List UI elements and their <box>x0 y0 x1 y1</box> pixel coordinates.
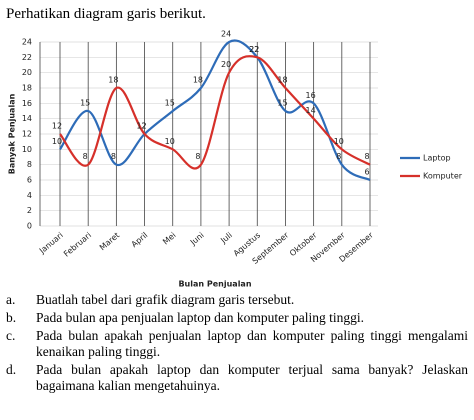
data-label: 15 <box>80 99 90 108</box>
y-tick-label: 20 <box>22 68 32 77</box>
legend-label: Laptop <box>423 154 451 163</box>
y-tick-label: 12 <box>22 130 32 139</box>
data-label: 6 <box>364 168 369 177</box>
y-tick-label: 2 <box>27 206 32 215</box>
y-tick-label: 6 <box>27 176 32 185</box>
question-label: a. <box>6 292 16 307</box>
y-tick-label: 8 <box>27 160 32 169</box>
data-label: 14 <box>306 106 316 115</box>
data-label: 15 <box>165 99 175 108</box>
data-label: 10 <box>334 137 344 146</box>
y-tick-label: 4 <box>27 191 32 200</box>
data-label: 15 <box>277 99 287 108</box>
data-label: 18 <box>277 76 287 85</box>
x-tick-label: Januari <box>37 231 65 256</box>
data-label: 16 <box>306 91 316 100</box>
data-label: 8 <box>364 152 369 161</box>
x-tick-label: Juni <box>188 231 206 248</box>
x-tick-label: Mei <box>161 231 178 247</box>
data-label: 10 <box>52 137 62 146</box>
question: c. Pada bulan apakah penjualan laptop dan… <box>6 328 468 360</box>
y-tick-label: 14 <box>22 114 32 123</box>
data-label: 12 <box>136 122 146 131</box>
data-label: 10 <box>165 137 175 146</box>
question-text: Buatlah tabel dari grafik diagram garis … <box>36 292 295 307</box>
y-tick-label: 22 <box>22 53 32 62</box>
y-tick-label: 0 <box>27 222 32 231</box>
y-tick-label: 10 <box>22 145 32 154</box>
question: a. Buatlah tabel dari grafik diagram gari… <box>6 292 468 308</box>
y-tick-label: 24 <box>22 38 32 47</box>
questions: a. Buatlah tabel dari grafik diagram gari… <box>6 292 468 396</box>
x-tick-label: Juli <box>218 231 234 246</box>
x-axis-label: Bulan Penjualan <box>178 280 251 289</box>
question-label: b. <box>6 310 17 325</box>
data-label: 18 <box>193 76 203 85</box>
data-label: 24 <box>221 30 231 39</box>
y-tick-label: 18 <box>22 84 32 93</box>
question-text: Pada bulan apa penjualan laptop dan komp… <box>36 310 365 325</box>
question: b. Pada bulan apa penjualan laptop dan ko… <box>6 310 468 326</box>
question-label: d. <box>6 362 17 377</box>
question: d. Pada bulan apakah laptop dan komputer … <box>6 362 468 394</box>
x-tick-label: April <box>130 231 150 250</box>
data-label: 8 <box>336 152 341 161</box>
data-label: 8 <box>111 152 116 161</box>
data-label: 22 <box>249 45 259 54</box>
data-label: 8 <box>195 152 200 161</box>
intro: Perhatikan diagram garis berikut. <box>6 6 206 22</box>
x-tick-label: Februari <box>62 231 93 259</box>
y-axis-label: Banyak Penjualan <box>8 93 17 174</box>
line <box>59 39 371 182</box>
data-label: 8 <box>83 152 88 161</box>
y-tick-label: 16 <box>22 99 32 108</box>
data-label: 12 <box>52 122 62 131</box>
question-label: c. <box>6 328 16 343</box>
question-text: Pada bulan apakah laptop dan komputer te… <box>36 362 468 393</box>
x-tick-label: Maret <box>98 231 121 253</box>
data-label: 12 <box>136 122 146 131</box>
line <box>59 55 371 170</box>
legend-label: Komputer <box>423 172 463 181</box>
data-label: 22 <box>249 45 259 54</box>
question-text: Pada bulan apakah penjualan laptop dan k… <box>36 328 468 359</box>
data-label: 20 <box>221 60 231 69</box>
data-label: 18 <box>108 76 118 85</box>
